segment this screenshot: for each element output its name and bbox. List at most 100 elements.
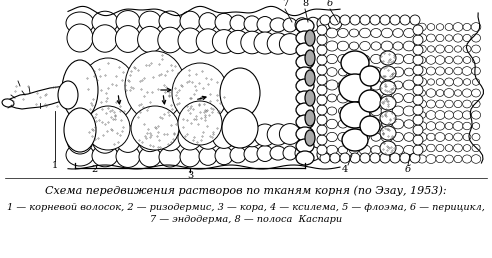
Ellipse shape: [455, 46, 461, 52]
Text: 4: 4: [342, 165, 348, 174]
Ellipse shape: [393, 132, 403, 142]
Ellipse shape: [381, 80, 393, 90]
Ellipse shape: [380, 66, 396, 80]
Ellipse shape: [445, 100, 453, 108]
Ellipse shape: [270, 146, 286, 160]
Ellipse shape: [382, 55, 392, 63]
Ellipse shape: [158, 27, 182, 53]
Ellipse shape: [215, 13, 233, 31]
Ellipse shape: [417, 122, 427, 130]
Ellipse shape: [393, 94, 403, 102]
Ellipse shape: [380, 126, 396, 140]
Ellipse shape: [454, 133, 462, 141]
Ellipse shape: [244, 16, 260, 32]
Ellipse shape: [370, 80, 382, 90]
Ellipse shape: [417, 133, 427, 141]
Ellipse shape: [410, 153, 420, 163]
Ellipse shape: [227, 124, 249, 148]
Ellipse shape: [338, 54, 348, 63]
Ellipse shape: [403, 28, 414, 38]
Ellipse shape: [317, 95, 327, 105]
Ellipse shape: [370, 106, 382, 116]
Ellipse shape: [215, 147, 233, 165]
Ellipse shape: [338, 120, 348, 128]
Ellipse shape: [418, 45, 426, 53]
Ellipse shape: [463, 145, 471, 151]
Ellipse shape: [213, 125, 236, 148]
Ellipse shape: [454, 56, 462, 64]
Ellipse shape: [158, 125, 182, 151]
Ellipse shape: [213, 30, 236, 53]
Ellipse shape: [426, 89, 436, 97]
Ellipse shape: [444, 111, 454, 119]
Ellipse shape: [317, 35, 327, 45]
Ellipse shape: [317, 25, 327, 35]
Ellipse shape: [337, 93, 349, 103]
Ellipse shape: [413, 45, 423, 55]
Ellipse shape: [296, 31, 314, 45]
Ellipse shape: [393, 146, 403, 155]
Ellipse shape: [380, 81, 396, 95]
Ellipse shape: [360, 66, 380, 86]
Ellipse shape: [413, 65, 423, 75]
Ellipse shape: [317, 65, 327, 75]
Text: 3: 3: [187, 172, 193, 181]
Ellipse shape: [317, 55, 327, 65]
Ellipse shape: [463, 122, 471, 130]
Ellipse shape: [381, 106, 393, 116]
Ellipse shape: [305, 30, 315, 46]
Ellipse shape: [317, 115, 327, 125]
Text: 2: 2: [92, 165, 98, 174]
Ellipse shape: [427, 133, 435, 141]
Ellipse shape: [349, 133, 359, 141]
Ellipse shape: [330, 153, 340, 163]
Ellipse shape: [371, 146, 381, 154]
Ellipse shape: [370, 29, 381, 37]
Ellipse shape: [418, 100, 427, 108]
Ellipse shape: [349, 120, 359, 128]
Ellipse shape: [370, 119, 382, 129]
Ellipse shape: [257, 17, 273, 33]
Ellipse shape: [360, 153, 370, 163]
Ellipse shape: [472, 144, 480, 152]
Ellipse shape: [340, 15, 350, 25]
Ellipse shape: [453, 23, 463, 31]
Ellipse shape: [327, 68, 337, 76]
Ellipse shape: [436, 144, 444, 152]
Ellipse shape: [426, 56, 436, 64]
Ellipse shape: [348, 67, 360, 77]
Ellipse shape: [317, 17, 331, 30]
Ellipse shape: [116, 26, 141, 52]
Ellipse shape: [435, 110, 445, 119]
Ellipse shape: [381, 28, 393, 38]
Ellipse shape: [471, 111, 481, 119]
Ellipse shape: [241, 31, 263, 54]
Ellipse shape: [435, 56, 445, 64]
Ellipse shape: [230, 15, 246, 31]
Ellipse shape: [393, 81, 402, 89]
Ellipse shape: [326, 119, 338, 129]
Text: 1 — корневой волосок, 2 — ризодермис, 3 — кора, 4 — ксилема, 5 — флоэма, 6 — пер: 1 — корневой волосок, 2 — ризодермис, 3 …: [7, 203, 485, 212]
Ellipse shape: [371, 133, 381, 141]
Ellipse shape: [116, 11, 140, 33]
Ellipse shape: [453, 122, 463, 131]
Ellipse shape: [417, 34, 427, 42]
Ellipse shape: [359, 67, 371, 77]
Ellipse shape: [472, 133, 480, 141]
Ellipse shape: [445, 144, 453, 151]
Ellipse shape: [320, 153, 330, 163]
Ellipse shape: [279, 124, 301, 144]
Ellipse shape: [359, 28, 370, 38]
Ellipse shape: [327, 145, 338, 155]
Ellipse shape: [462, 155, 471, 163]
Ellipse shape: [327, 94, 337, 102]
Ellipse shape: [382, 93, 392, 103]
Ellipse shape: [296, 139, 314, 153]
Ellipse shape: [445, 155, 454, 163]
Ellipse shape: [471, 89, 480, 97]
Ellipse shape: [317, 125, 327, 135]
Ellipse shape: [403, 80, 415, 90]
Ellipse shape: [360, 15, 370, 25]
Ellipse shape: [392, 67, 404, 77]
Text: б: б: [405, 165, 411, 174]
